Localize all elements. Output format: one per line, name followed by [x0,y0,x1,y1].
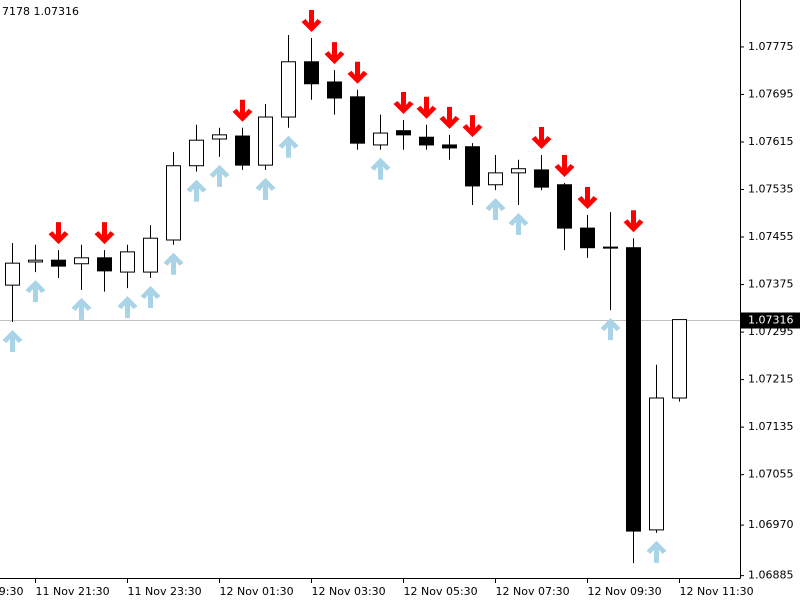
signal-arrow-up [163,252,184,275]
signal-arrow-up [485,198,506,221]
x-tick-label: 12 Nov 03:30 [312,585,386,598]
candle-body [419,136,434,146]
candle-body [281,61,296,118]
x-tick-label: 12 Nov 09:30 [588,585,662,598]
candle-body [672,319,687,399]
candle-body [649,397,664,531]
candle-body [74,257,89,265]
y-tick-label: 1.07615 [748,135,794,148]
candle-body [534,169,549,188]
signal-arrow-down [554,154,575,177]
signal-arrow-up [255,177,276,200]
signal-arrow-up [209,164,230,187]
candle-body [327,81,342,99]
candle-body [465,146,480,187]
candle-body [396,130,411,136]
signal-arrow-down [232,99,253,122]
candle-body [120,251,135,273]
candle-body [350,96,365,144]
candle-body [166,165,181,241]
signal-arrow-up [71,297,92,320]
signal-arrow-up [278,135,299,158]
current-price-tag [741,312,800,329]
signal-arrow-down [623,210,644,233]
y-tick-label: 1.07135 [748,420,794,433]
x-tick-label: 12 Nov 01:30 [220,585,294,598]
y-tick-label: 1.07375 [748,278,794,291]
candle-body [258,116,273,166]
signal-arrow-up [25,280,46,303]
y-tick-label: 1.06885 [748,569,794,582]
signal-arrow-down [48,222,69,245]
signal-arrow-down [439,106,460,129]
candle-body [304,61,319,85]
signal-arrow-up [140,286,161,309]
signal-arrow-up [186,179,207,202]
candle-body [189,139,204,167]
candle-body [557,184,572,229]
signal-arrow-up [508,212,529,235]
y-tick-label: 1.07535 [748,182,794,195]
info-text: 7178 1.07316 [2,5,79,18]
x-tick-label: 9:30 [0,585,24,598]
candle-body [626,247,641,532]
candle-body [488,172,503,186]
candle-body [511,168,526,174]
candle-body [143,237,158,273]
current-price-label: 1.07316 [748,314,794,327]
x-tick-label: 11 Nov 23:30 [128,585,202,598]
x-tick-label: 11 Nov 21:30 [36,585,110,598]
signal-arrow-up [600,318,621,341]
candle-body [442,144,457,149]
candle-body [28,259,43,263]
candle-body [51,259,66,267]
candle-body [373,132,388,146]
candle-body [97,257,112,272]
y-tick-label: 1.07695 [748,87,794,100]
plot-area [0,10,740,564]
signal-arrow-up [370,157,391,180]
y-tick-label: 1.06970 [748,518,794,531]
signal-arrow-up [117,296,138,319]
y-tick-label: 1.07455 [748,230,794,243]
signal-arrow-down [462,115,483,138]
signal-arrow-up [646,540,667,563]
signal-arrow-down [531,127,552,150]
signal-arrow-down [577,187,598,210]
candle-body [235,135,250,166]
signal-arrow-down [324,42,345,65]
candle-body [603,246,618,249]
x-tick-label: 12 Nov 07:30 [496,585,570,598]
signal-arrow-down [301,10,322,33]
candle-body [5,262,20,286]
signal-arrow-down [94,222,115,245]
signal-arrow-down [393,91,414,114]
signal-arrow-down [347,61,368,84]
candle-body [212,134,227,140]
y-tick-label: 1.07215 [748,373,794,386]
x-tick-label: 12 Nov 05:30 [404,585,478,598]
x-tick-label: 12 Nov 11:30 [680,585,754,598]
y-tick-label: 1.07775 [748,40,794,53]
signal-arrow-down [416,96,437,119]
y-tick-label: 1.07055 [748,468,794,481]
candle-body [580,227,595,249]
signal-arrow-up [2,329,23,352]
